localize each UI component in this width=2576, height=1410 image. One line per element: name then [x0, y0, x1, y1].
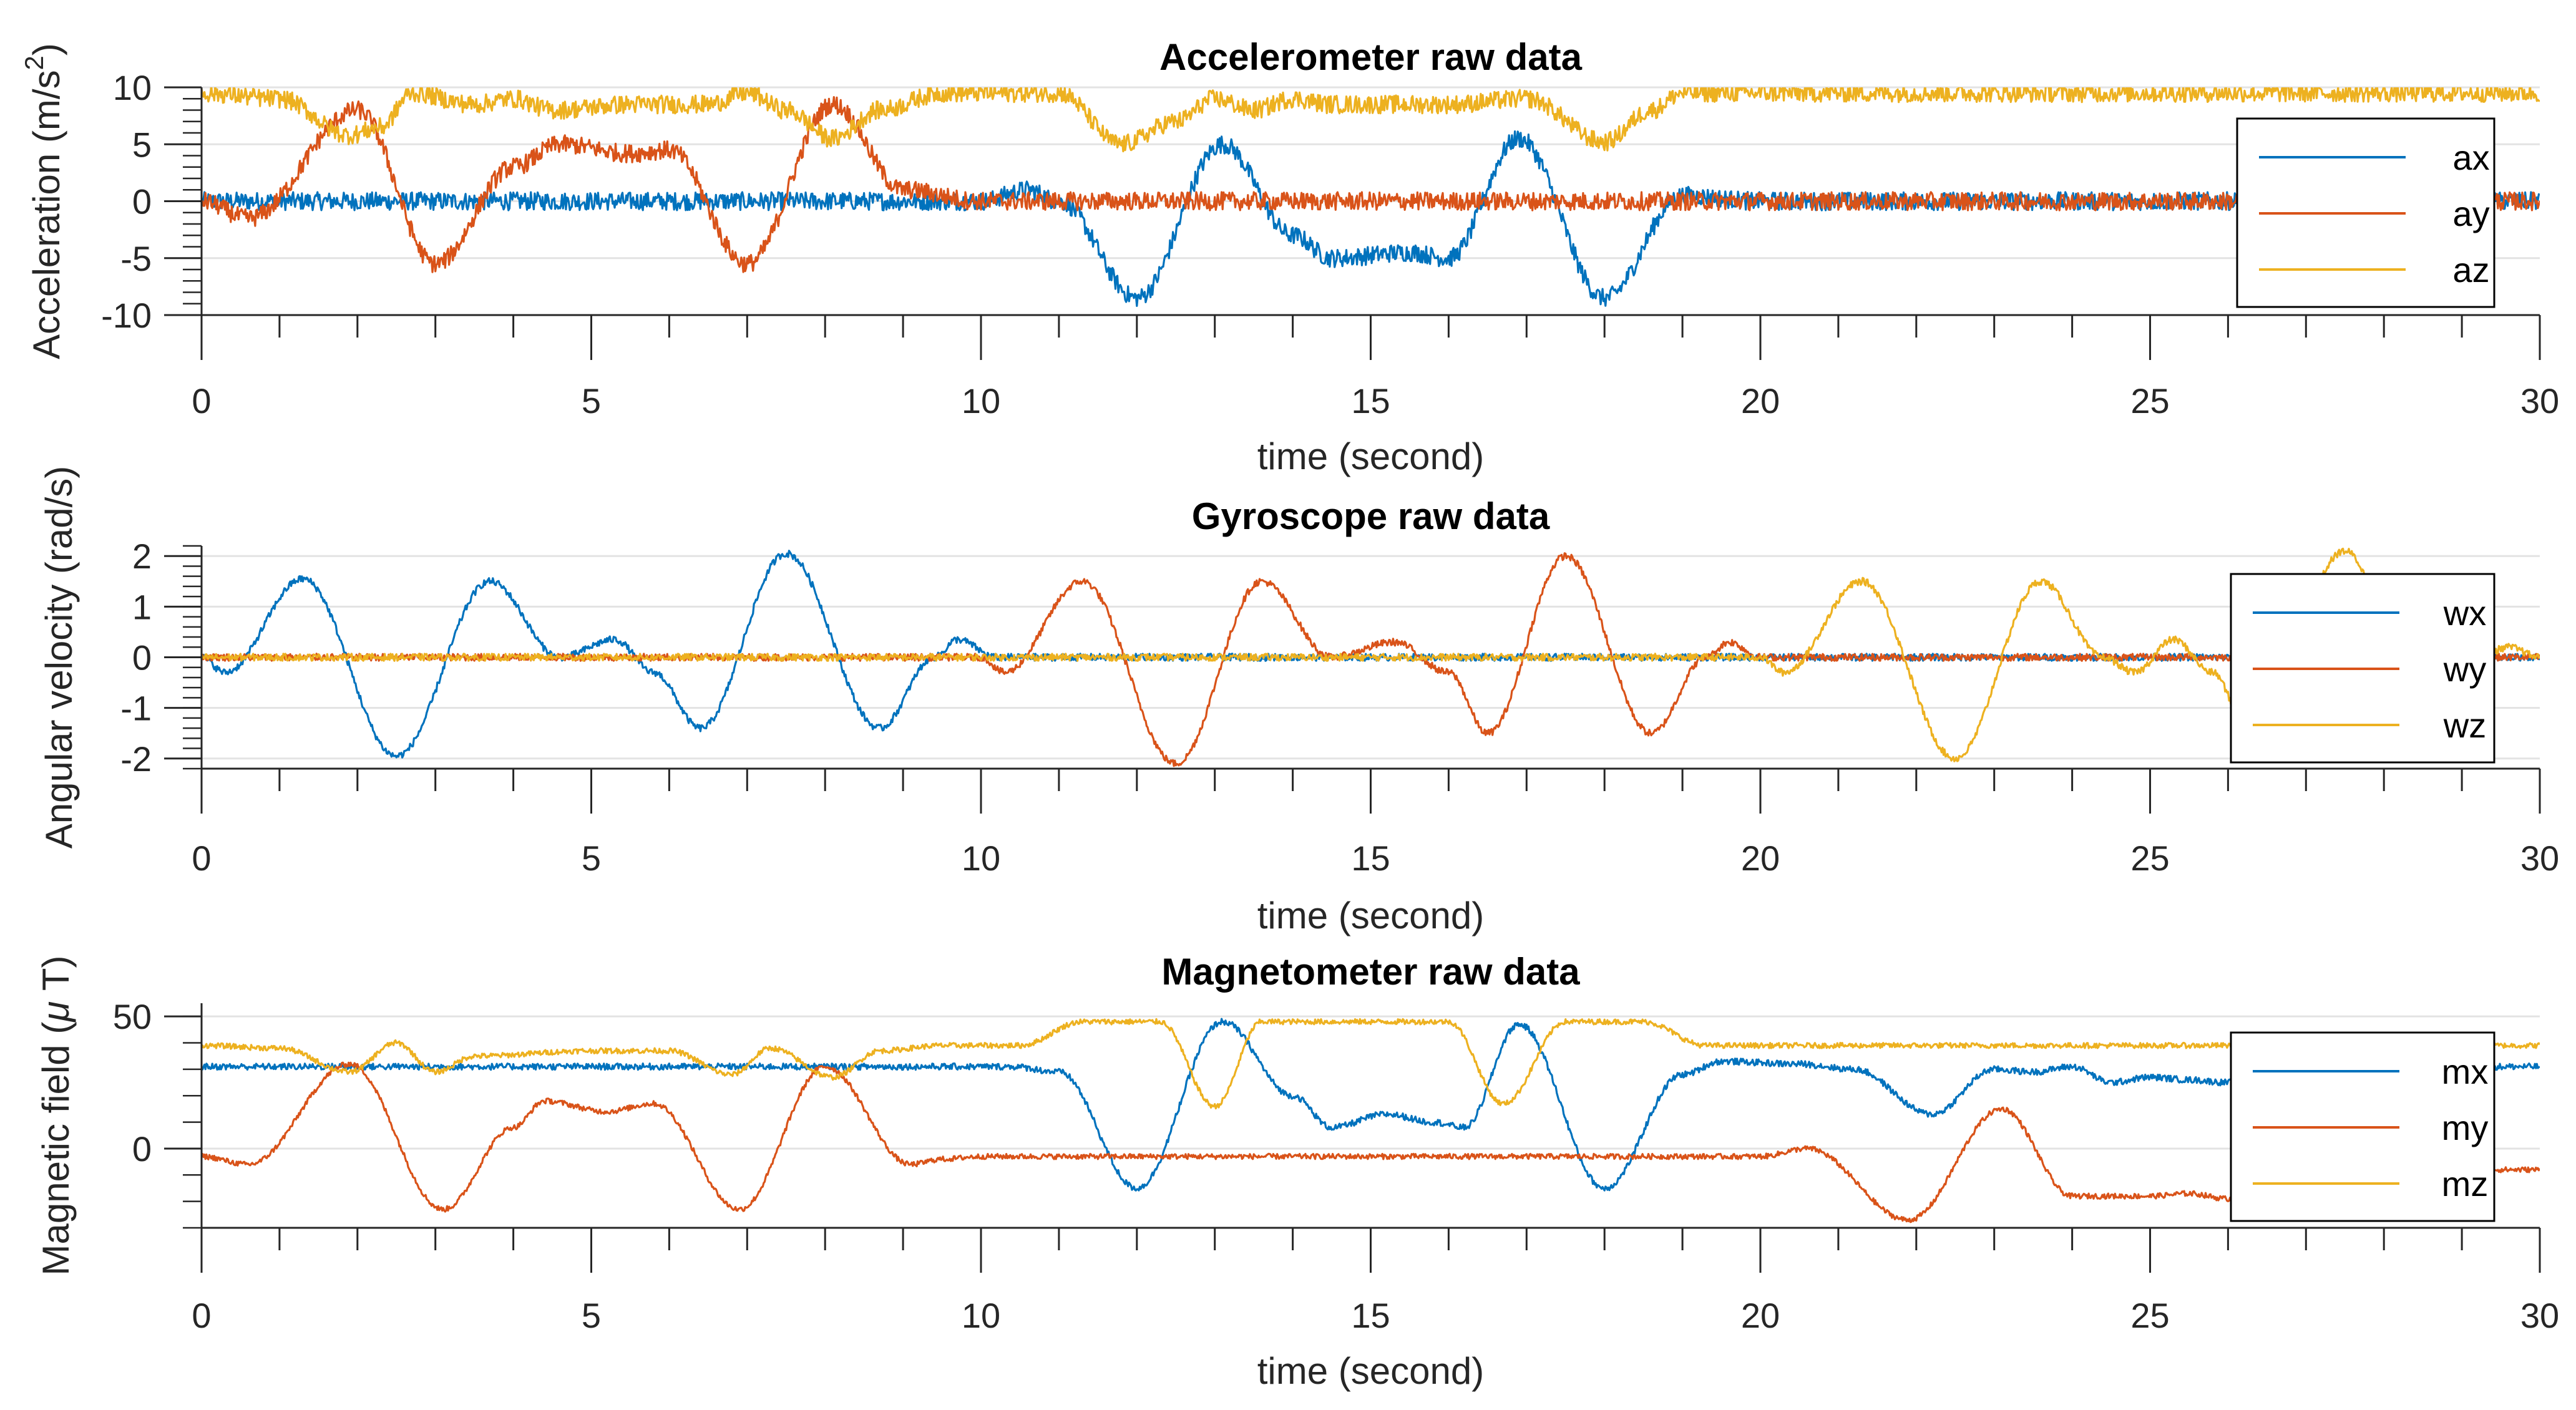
x-tick-label: 15	[1351, 1296, 1390, 1335]
legend-label-ax: ax	[2452, 138, 2489, 177]
x-tick-label: 25	[2130, 381, 2169, 421]
x-tick-label: 30	[2520, 381, 2559, 421]
series-line-ay	[202, 96, 2540, 273]
y-tick-label: 0	[132, 1129, 152, 1169]
y-tick-label: 2	[132, 537, 152, 576]
x-tick-label: 20	[1741, 1296, 1780, 1335]
legend-label-az: az	[2452, 250, 2489, 289]
x-tick-label: 15	[1351, 381, 1390, 421]
magnetometer-raw-data-legend: mx my mz	[2230, 1031, 2496, 1222]
x-tick-label: 10	[962, 1296, 1000, 1335]
series-line-wz	[202, 547, 2540, 762]
series-line-az	[202, 87, 2540, 153]
magnetometer-raw-data-series	[202, 1018, 2540, 1223]
gyroscope-raw-data-axes: 0 5 10 15 20 25 30 -2 -1 0 1 2	[120, 537, 2559, 878]
x-tick-label: 0	[192, 381, 211, 421]
y-axis-label: Angular velocity (rad/s)	[38, 466, 80, 849]
legend-label-wx: wx	[2443, 593, 2486, 633]
x-axis-label: time (second)	[1257, 435, 1484, 477]
x-tick-label: 5	[582, 381, 601, 421]
chart-title: Accelerometer raw data	[1159, 36, 1583, 78]
y-axis-label-text: Angular velocity (rad/s)	[38, 466, 80, 849]
x-tick-label: 10	[962, 381, 1000, 421]
legend-label-ay: ay	[2452, 194, 2489, 233]
x-tick-label: 0	[192, 839, 211, 878]
y-tick-label: -5	[120, 239, 152, 278]
legend-label-wy: wy	[2443, 649, 2486, 689]
gyroscope-raw-data-panel: 0 5 10 15 20 25 30 -2 -1 0 1 2 Gyroscope raw data tim…	[38, 466, 2559, 936]
y-axis-label-text: Magnetic field (	[35, 1022, 77, 1276]
gyroscope-raw-data-series	[202, 547, 2540, 767]
magnetometer-raw-data-panel: 0 5 10 15 20 25 30 0 50 Magnetometer raw data time…	[35, 951, 2559, 1392]
accelerometer-raw-data-legend: ax ay az	[2236, 117, 2496, 308]
y-axis-label: Acceleration (m/s2)	[19, 43, 67, 359]
x-tick-label: 20	[1741, 381, 1780, 421]
x-tick-label: 30	[2520, 1296, 2559, 1335]
y-tick-label: 0	[132, 182, 152, 221]
y-axis-label-text: Acceleration (m/s	[26, 70, 67, 359]
legend-label-my: my	[2442, 1108, 2489, 1147]
x-axis-label: time (second)	[1257, 895, 1484, 936]
y-tick-label: -1	[120, 689, 152, 728]
x-tick-label: 15	[1351, 839, 1390, 878]
y-tick-label: 5	[132, 125, 152, 164]
accelerometer-raw-data-panel: 0 5 10 15 20 25 30 -10 -5 0 5 10 Accelerometer raw d…	[19, 36, 2559, 477]
x-tick-label: 30	[2520, 839, 2559, 878]
series-line-wy	[202, 552, 2540, 767]
x-tick-label: 0	[192, 1296, 211, 1335]
x-tick-label: 5	[582, 1296, 601, 1335]
y-axis-label-mu: μ	[35, 1001, 77, 1023]
accelerometer-raw-data-axes: 0 5 10 15 20 25 30 -10 -5 0 5 10	[101, 68, 2559, 421]
y-tick-label: 10	[113, 68, 152, 107]
x-tick-label: 25	[2130, 839, 2169, 878]
x-tick-label: 5	[582, 839, 601, 878]
y-tick-label: 0	[132, 638, 152, 678]
series-line-my	[202, 1061, 2540, 1223]
y-tick-label: -2	[120, 739, 152, 779]
series-line-mx	[202, 1018, 2540, 1192]
x-tick-label: 20	[1741, 839, 1780, 878]
y-tick-label: -10	[101, 296, 152, 335]
x-tick-label: 10	[962, 839, 1000, 878]
series-line-mz	[202, 1018, 2540, 1110]
magnetometer-raw-data-gridlines	[202, 1015, 2540, 1150]
y-tick-label: 1	[132, 587, 152, 626]
accelerometer-raw-data-series	[202, 87, 2540, 307]
x-tick-label: 25	[2130, 1296, 2169, 1335]
y-tick-label: 50	[113, 997, 152, 1036]
legend-label-wz: wz	[2443, 706, 2486, 745]
y-axis-label: Magnetic field (μ T)	[35, 955, 77, 1275]
x-axis-label: time (second)	[1257, 1350, 1484, 1392]
chart-title: Gyroscope raw data	[1192, 495, 1550, 537]
gyroscope-raw-data-legend: wx wy wz	[2230, 573, 2496, 764]
y-axis-label-superscript: 2	[19, 56, 49, 70]
y-axis-label-end: )	[26, 43, 67, 56]
chart-title: Magnetometer raw data	[1161, 951, 1580, 993]
legend-label-mx: mx	[2442, 1052, 2489, 1091]
y-axis-label-end: T)	[35, 955, 77, 1001]
legend-label-mz: mz	[2442, 1164, 2489, 1203]
magnetometer-raw-data-axes: 0 5 10 15 20 25 30 0 50	[113, 997, 2559, 1335]
